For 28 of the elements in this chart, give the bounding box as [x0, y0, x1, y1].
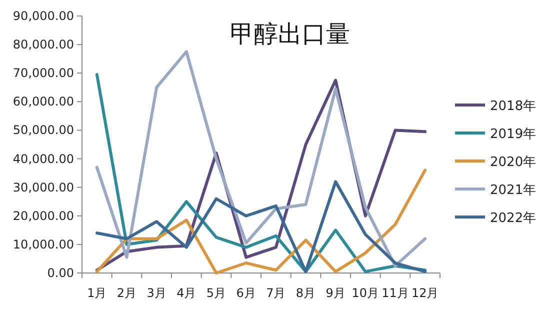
y-tick-label: 0.00: [47, 266, 74, 280]
x-tick-label: 2月: [116, 286, 137, 300]
y-tick-label: 80,000.00: [12, 38, 74, 52]
x-tick-label: 6月: [236, 286, 256, 300]
x-tick-label: 10月: [352, 286, 380, 300]
x-tick-label: 4月: [176, 286, 196, 300]
chart-title: 甲醇出口量: [230, 20, 350, 48]
legend-label: 2022年: [490, 211, 536, 226]
legend-label: 2018年: [490, 99, 536, 114]
y-tick-label: 50,000.00: [12, 123, 74, 138]
x-tick-label: 12月: [411, 286, 439, 300]
x-tick-label: 1月: [87, 286, 107, 300]
x-tick-label: 8月: [296, 286, 316, 300]
legend-label: 2021年: [490, 183, 536, 198]
legend-label: 2019年: [490, 127, 536, 142]
y-tick-label: 30,000.00: [12, 180, 74, 194]
x-tick-label: 9月: [326, 286, 346, 300]
y-tick-label: 70,000.00: [12, 66, 74, 80]
y-tick-label: 20,000.00: [12, 208, 74, 223]
legend-label: 2020年: [490, 155, 536, 170]
x-tick-label: 11月: [382, 286, 409, 300]
y-tick-label: 40,000.00: [12, 152, 74, 166]
x-tick-label: 3月: [146, 286, 166, 300]
x-tick-label: 5月: [206, 286, 226, 300]
y-tick-label: 90,000.00: [12, 9, 74, 23]
y-tick-label: 10,000.00: [12, 237, 74, 252]
y-tick-label: 60,000.00: [12, 94, 74, 109]
x-tick-label: 7月: [266, 286, 286, 300]
